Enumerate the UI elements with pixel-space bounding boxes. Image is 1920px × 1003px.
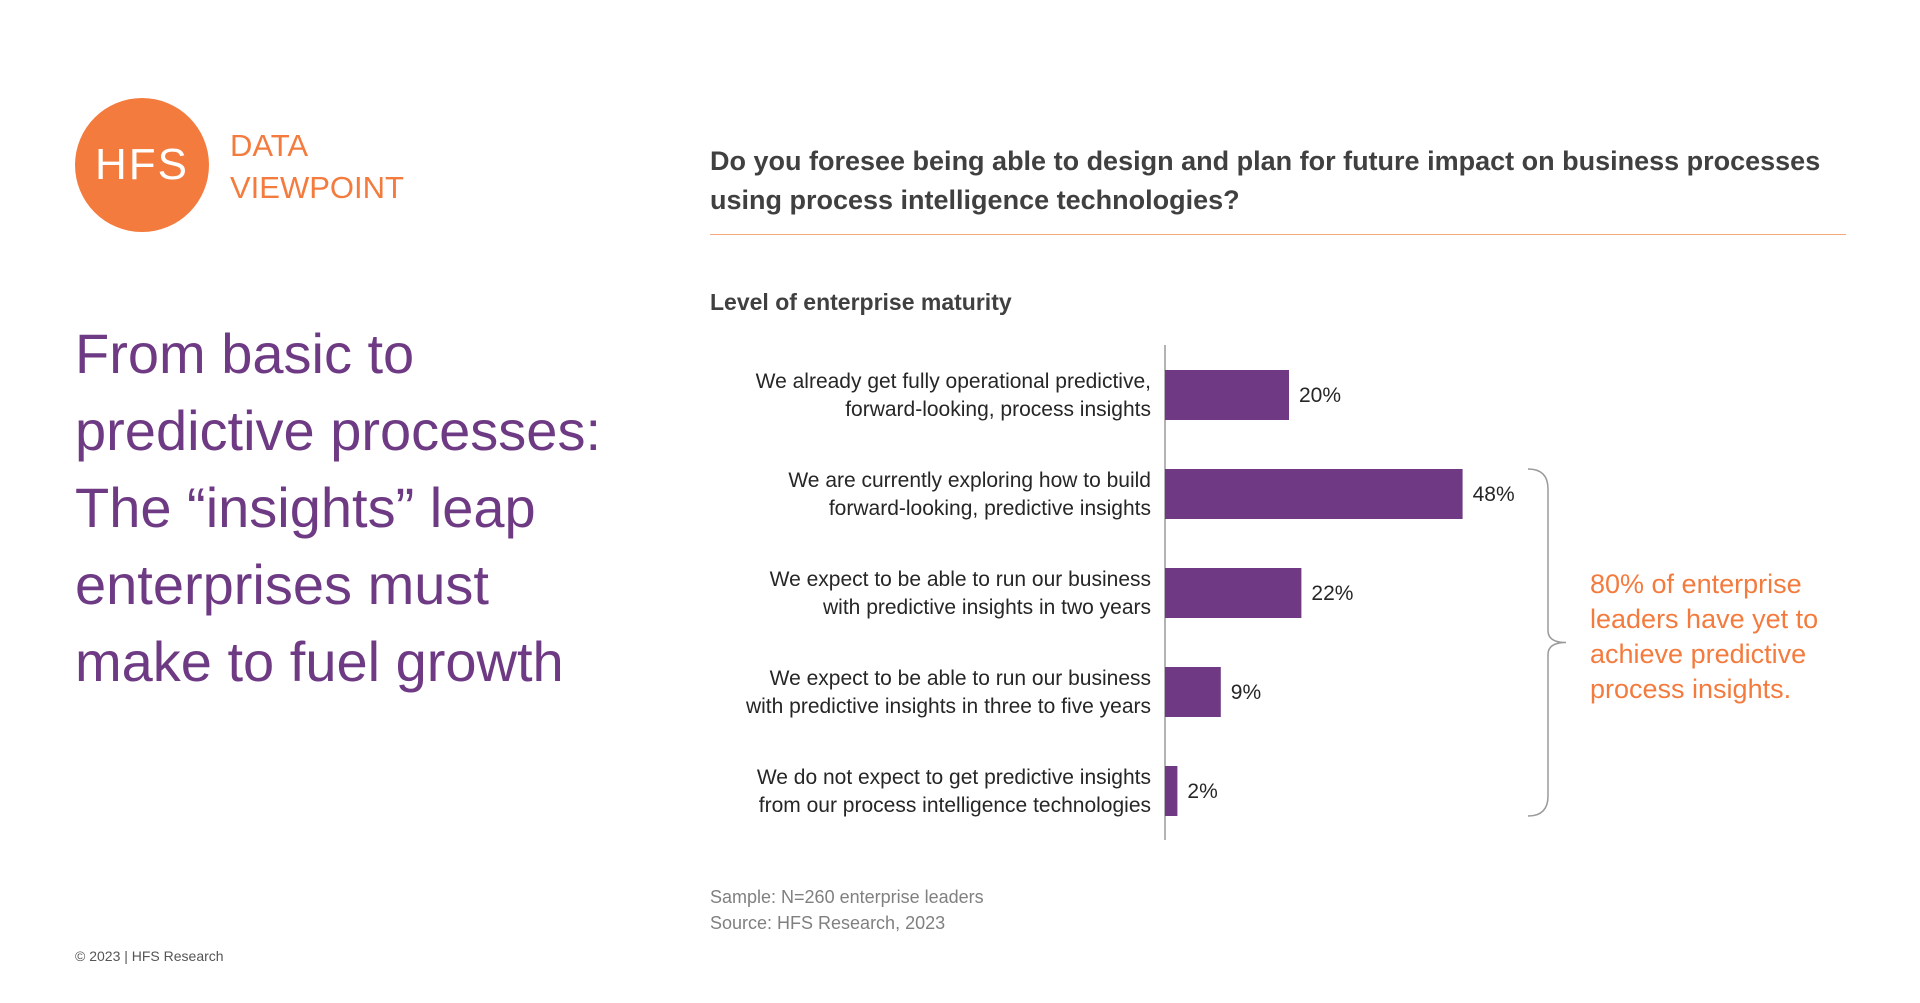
divider (710, 234, 1846, 235)
value-label-3: 22% (1311, 582, 1353, 605)
group-bracket (1527, 468, 1567, 817)
source-note: Source: HFS Research, 2023 (710, 913, 946, 933)
category-label-4-line-2: with predictive insights in three to fiv… (745, 695, 1151, 718)
value-label-1: 20% (1299, 384, 1341, 407)
hfs-logo: HFS (75, 98, 209, 232)
category-label-1-line-1: We already get fully operational predict… (756, 370, 1151, 393)
survey-question: Do you foresee being able to design and … (710, 146, 1821, 215)
bar-5 (1165, 766, 1178, 816)
chart-title: Level of enterprise maturity (710, 289, 1012, 315)
value-label-2: 48% (1473, 483, 1515, 506)
page-headline: From basic to predictive processes: The … (75, 322, 602, 693)
copyright: © 2023 | HFS Research (75, 948, 224, 964)
bar-1 (1165, 370, 1289, 420)
category-label-2-line-2: forward-looking, predictive insights (829, 497, 1151, 520)
logo-text: HFS (95, 140, 189, 189)
category-label-5-line-2: from our process intelligence technologi… (759, 794, 1151, 817)
value-label-5: 2% (1187, 780, 1217, 803)
logo-subtitle: DATA VIEWPOINT (230, 125, 404, 209)
bar-chart: We already get fully operational predict… (745, 345, 1567, 840)
bar-4 (1165, 667, 1221, 717)
logo-subtitle-line2: VIEWPOINT (230, 170, 404, 205)
category-label-5-line-1: We do not expect to get predictive insig… (757, 766, 1151, 789)
footnote: Sample: N=260 enterprise leaders Source:… (710, 884, 984, 936)
category-label-3-line-1: We expect to be able to run our business (770, 568, 1151, 591)
value-label-4: 9% (1231, 681, 1261, 704)
category-label-2-line-1: We are currently exploring how to build (788, 469, 1151, 492)
category-label-1-line-2: forward-looking, process insights (845, 398, 1151, 421)
sample-note: Sample: N=260 enterprise leaders (710, 887, 984, 907)
category-label-3-line-2: with predictive insights in two years (822, 596, 1151, 619)
logo-subtitle-line1: DATA (230, 128, 309, 163)
category-label-4-line-1: We expect to be able to run our business (770, 667, 1151, 690)
callout-text: 80% of enterprise leaders have yet to ac… (1590, 569, 1819, 704)
bar-3 (1165, 568, 1302, 618)
bar-2 (1165, 469, 1463, 519)
